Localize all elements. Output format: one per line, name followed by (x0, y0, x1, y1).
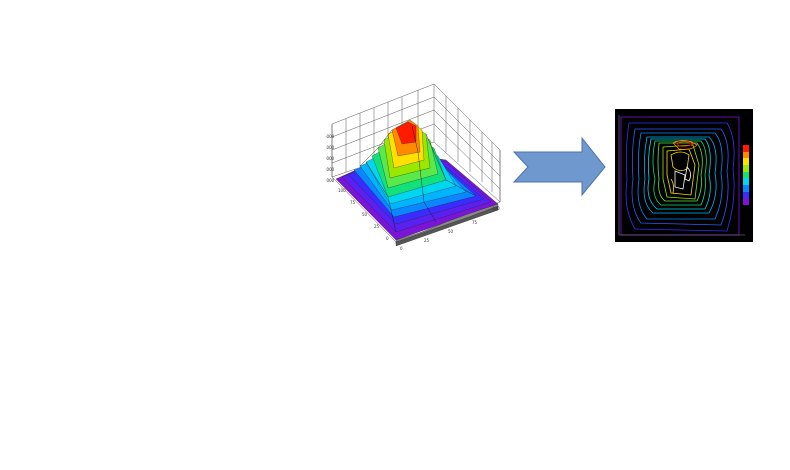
colorbar (743, 145, 749, 206)
right-arrow-icon (512, 136, 606, 197)
z-tick: 1000 (326, 178, 335, 183)
z-axis-ticks: 5000 4000 3000 2000 1000 (326, 134, 335, 183)
z-tick: 2000 (326, 167, 335, 172)
axis-b-tick: 100 (492, 206, 500, 211)
z-tick: 3000 (326, 156, 335, 161)
axis-a-tick: 50 (362, 212, 368, 217)
axis-a-tick: 100 (338, 188, 346, 193)
axis-b-ticks: 0 25 50 75 100 (400, 206, 500, 251)
axis-a-ticks: 100 75 50 25 0 (338, 188, 389, 241)
axis-b-tick: 75 (472, 220, 478, 225)
surface-mesh (335, 119, 499, 247)
contour-plot (615, 109, 753, 242)
contour-lines (618, 115, 745, 236)
axis-a-tick: 75 (350, 200, 356, 205)
axis-b-tick: 0 (400, 246, 403, 251)
axis-b-tick: 25 (424, 238, 430, 243)
axis-a-tick: 0 (386, 236, 389, 241)
z-tick: 4000 (326, 145, 335, 150)
z-tick: 5000 (326, 134, 335, 139)
surface-plot-3d: 5000 4000 3000 2000 1000 100 75 50 25 0 … (326, 83, 501, 251)
axis-a-tick: 25 (374, 224, 380, 229)
axis-b-tick: 50 (448, 229, 454, 234)
